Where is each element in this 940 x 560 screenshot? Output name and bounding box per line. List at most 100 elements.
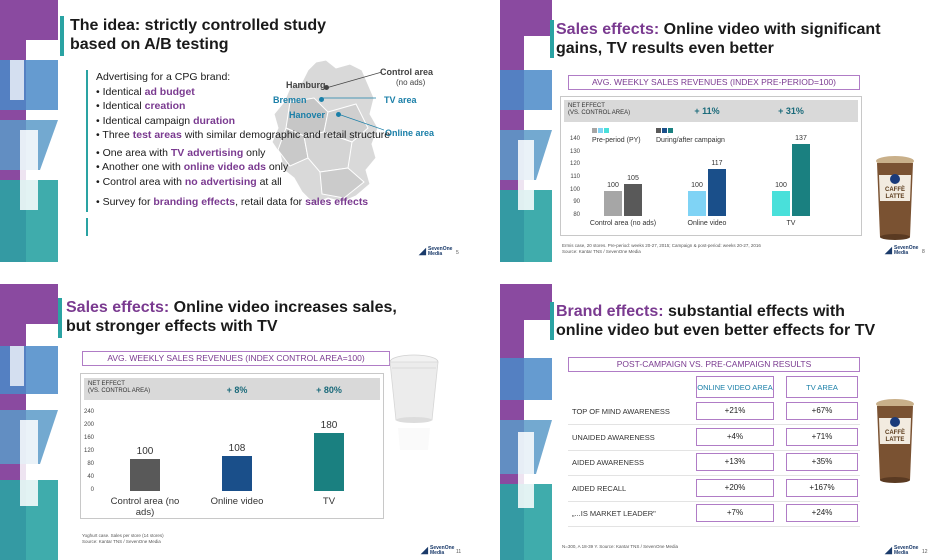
- y-tick-label: 120: [569, 161, 580, 168]
- cell-online-video: +4%: [696, 427, 774, 446]
- row-label: TOP OF MIND AWARENESS: [572, 407, 670, 416]
- bar-value-label: 137: [795, 134, 807, 142]
- cell-online-video: +20%: [696, 478, 774, 497]
- row-separator: [568, 526, 860, 527]
- germany-map: [271, 59, 384, 205]
- footnote: Ermis case, 20 stores. Pre-period: weeks…: [562, 243, 761, 254]
- sevenone-logo: ◢ SevenOne Media: [419, 246, 453, 257]
- table-header: POST-CAMPAIGN VS. PRE-CAMPAIGN RESULTS: [568, 357, 860, 372]
- page-number: 5: [456, 250, 459, 256]
- hamburg-marker: [324, 85, 329, 90]
- bar-value-label: 100: [607, 181, 619, 189]
- category-label: TV: [786, 220, 796, 227]
- title-line-1: The idea: strictly controlled study: [70, 17, 327, 34]
- net-effect-value: + 80%: [316, 385, 342, 395]
- legend-swatch: [662, 128, 667, 133]
- category-label: Control area (no ads): [110, 496, 180, 518]
- control-area-sublabel: (no ads): [396, 78, 426, 87]
- survey-item: • Survey for branding effects, retail da…: [96, 196, 369, 208]
- slide-title: Sales effects: Online video with signifi…: [556, 21, 881, 57]
- cell-online-video: +7%: [696, 504, 774, 522]
- cell-tv-area: +35%: [786, 453, 858, 471]
- slide-ab-testing: The idea: strictly controlled study base…: [0, 0, 470, 262]
- legend-pre-period: Pre-period (PY): [592, 137, 641, 144]
- bremen-label: Bremen: [273, 95, 307, 105]
- y-tick-label: 40: [87, 474, 94, 480]
- net-effect-value: + 8%: [226, 385, 248, 395]
- list-item: • Identical creation: [96, 100, 186, 112]
- hanover-label: Hanover: [289, 110, 326, 120]
- slide-title: Sales effects: Online video increases sa…: [66, 299, 397, 335]
- net-effect-band: [564, 100, 858, 122]
- footnote: Yoghurt case. Sales per store (14 stores…: [82, 533, 164, 544]
- bar-pre-period: [604, 190, 622, 216]
- bar-pre-period: [772, 190, 790, 216]
- hamburg-label: Hamburg: [286, 80, 326, 90]
- legend-swatch: [668, 128, 673, 133]
- control-area-label: Control area: [380, 67, 434, 77]
- category-label: TV: [322, 496, 336, 507]
- caffe-latte-cup-image: CAFFÈ LATTE: [876, 399, 914, 483]
- net-effect-value: + 11%: [694, 106, 720, 116]
- list-accent-line: [86, 70, 88, 172]
- tv-area-label: TV area: [384, 95, 417, 105]
- slide-title: Brand effects: substantial effects with …: [556, 303, 876, 339]
- page-number: 11: [456, 549, 462, 555]
- title-accent-bar: [550, 302, 554, 340]
- hanover-marker: [336, 112, 341, 117]
- cup-label-line1: CAFFÈ: [885, 185, 905, 193]
- title-accent-bar: [60, 16, 64, 56]
- brand-letters-decoration: [0, 0, 58, 262]
- bar-sales-index: [222, 455, 252, 491]
- legend-during-campaign: During/after campaign: [656, 137, 725, 144]
- cell-tv-area: +67%: [786, 402, 858, 420]
- list-item: • One area with TV advertising only: [96, 146, 266, 159]
- chart-header: AVG. WEEKLY SALES REVENUES (INDEX PRE-PE…: [568, 75, 860, 90]
- cell-tv-area: +71%: [786, 427, 858, 446]
- row-label: AIDED RECALL: [572, 483, 627, 493]
- bar-value-label: 100: [136, 445, 154, 457]
- y-tick-label: 90: [573, 199, 580, 206]
- category-label: Online video: [687, 220, 727, 227]
- net-effect-value: + 31%: [778, 106, 804, 116]
- caffe-latte-cup-image: CAFFÈ LATTE: [876, 156, 914, 240]
- column-online-video: ONLINE VIDEO AREA: [696, 376, 774, 398]
- brand-letters-decoration: [500, 284, 552, 560]
- y-tick-label: 80: [573, 212, 580, 218]
- bar-during-campaign: [708, 169, 726, 216]
- sevenone-logo: ◢ SevenOne Media: [885, 545, 919, 556]
- title-line-2: but stronger effects with TV: [66, 318, 278, 335]
- row-separator: [568, 449, 860, 451]
- chart-header: AVG. WEEKLY SALES REVENUES (INDEX CONTRO…: [82, 351, 390, 366]
- slide-sales-effects-pre-period: Sales effects: Online video with signifi…: [500, 0, 940, 262]
- row-separator: [568, 424, 860, 425]
- sevenone-logo: ◢ SevenOne Media: [885, 245, 919, 256]
- list-accent-line: [86, 218, 88, 236]
- list-intro: Advertising for a CPG brand:: [96, 71, 231, 83]
- bar-pre-period: [688, 190, 706, 216]
- title-accent-bar: [58, 298, 62, 338]
- bar-during-campaign: [792, 143, 810, 216]
- brand-letters-decoration: [500, 0, 552, 262]
- cell-online-video: +21%: [696, 402, 774, 420]
- cup-label-line2: LATTE: [886, 194, 905, 200]
- cell-tv-area: +24%: [786, 504, 858, 522]
- bar-value-label: 180: [320, 419, 338, 431]
- row-separator: [568, 500, 860, 502]
- cell-tv-area: +167%: [786, 478, 858, 497]
- y-tick-label: 200: [83, 422, 94, 428]
- y-tick-label: 100: [569, 186, 580, 193]
- y-tick-label: 130: [569, 148, 580, 155]
- bar-value-label: 108: [228, 442, 246, 454]
- area-items: • One area with TV advertising only • Ano…: [86, 143, 426, 190]
- bar-value-label: 117: [711, 160, 723, 168]
- bar-value-label: 100: [775, 181, 787, 189]
- list-item: • Identical campaign duration: [96, 114, 236, 127]
- footnote: N=300, A 18-39 Y. Source: Kantar TNS / S…: [562, 544, 678, 549]
- bar-during-campaign: [624, 184, 642, 216]
- yoghurt-cup-image: [389, 354, 439, 450]
- title-accent-bar: [550, 20, 554, 58]
- y-tick-label: 240: [83, 409, 94, 415]
- category-label: Online video: [210, 496, 264, 507]
- category-label: Control area (no ads): [589, 220, 657, 227]
